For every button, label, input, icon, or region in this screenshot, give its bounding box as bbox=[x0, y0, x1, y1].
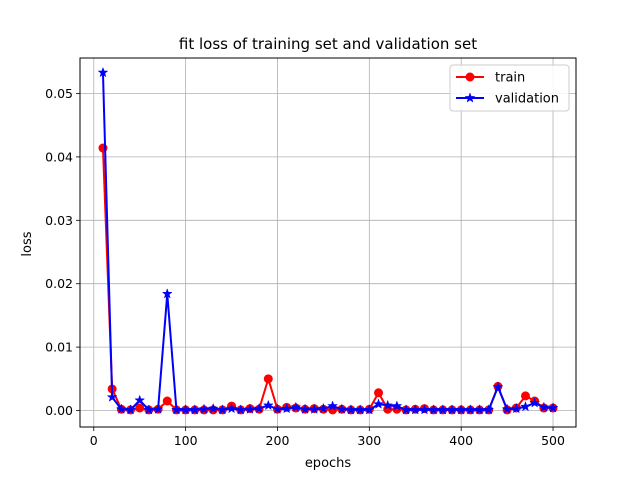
validation-point bbox=[134, 394, 146, 406]
plot-frame bbox=[79, 57, 577, 428]
series-train bbox=[98, 143, 558, 415]
validation-point bbox=[180, 404, 192, 415]
validation-point bbox=[520, 400, 531, 412]
validation-point bbox=[455, 404, 467, 415]
validation-point bbox=[391, 400, 403, 411]
validation-point bbox=[115, 403, 127, 414]
validation-point bbox=[235, 404, 247, 415]
validation-point bbox=[143, 404, 155, 415]
y-tick-label: 0.02 bbox=[45, 276, 73, 291]
validation-point bbox=[446, 404, 458, 415]
train-point bbox=[263, 374, 273, 384]
chart-title: fit loss of training set and validation … bbox=[179, 35, 477, 53]
validation-point bbox=[189, 404, 201, 415]
validation-point bbox=[317, 402, 329, 414]
validation-point bbox=[483, 404, 495, 415]
validation-point bbox=[216, 404, 228, 415]
validation-point bbox=[409, 404, 421, 415]
validation-point bbox=[244, 403, 256, 414]
x-tick-label: 400 bbox=[449, 433, 473, 448]
x-tick-label: 300 bbox=[357, 433, 381, 448]
validation-point bbox=[106, 391, 118, 402]
train-line bbox=[101, 147, 554, 411]
validation-point bbox=[363, 404, 375, 415]
x-tick-label: 0 bbox=[90, 433, 98, 448]
legend-label: train bbox=[495, 71, 525, 86]
validation-point bbox=[373, 398, 384, 409]
validation-point bbox=[272, 403, 283, 414]
y-tick-label: 0.04 bbox=[45, 149, 73, 164]
validation-point bbox=[290, 401, 302, 413]
y-tick-label: 0.03 bbox=[45, 213, 73, 228]
ticks: 0 100 200 300 400 500 0.00 0.01 0.02 0.03 0.04 0.05 bbox=[45, 86, 565, 448]
validation-point bbox=[547, 402, 559, 413]
validation-point bbox=[170, 404, 182, 415]
series-layer bbox=[97, 66, 559, 415]
y-tick-label: 0.01 bbox=[45, 340, 73, 355]
y-tick-label: 0.00 bbox=[45, 403, 73, 418]
legend-item-train: train bbox=[456, 71, 525, 86]
train-point bbox=[374, 388, 384, 398]
validation-point bbox=[97, 66, 109, 78]
validation-point bbox=[226, 402, 238, 414]
validation-point bbox=[299, 403, 311, 414]
validation-point bbox=[281, 402, 293, 414]
x-tick-label: 500 bbox=[541, 433, 565, 448]
validation-point bbox=[437, 404, 449, 415]
validation-line bbox=[101, 72, 554, 411]
validation-point bbox=[474, 404, 486, 415]
x-tick-label: 100 bbox=[174, 433, 198, 448]
validation-point bbox=[400, 404, 412, 415]
validation-point bbox=[253, 402, 265, 414]
x-tick-label: 200 bbox=[266, 433, 290, 448]
series-validation bbox=[97, 66, 559, 415]
y-tick-label: 0.05 bbox=[45, 86, 73, 101]
legend-marker bbox=[465, 72, 475, 82]
validation-point bbox=[529, 397, 541, 408]
legend: train validation bbox=[449, 64, 570, 112]
validation-point bbox=[152, 403, 164, 414]
legend-label: validation bbox=[495, 92, 559, 107]
validation-point bbox=[161, 288, 173, 299]
validation-point bbox=[538, 401, 550, 413]
train-point bbox=[520, 391, 530, 401]
validation-point bbox=[125, 404, 136, 415]
x-axis-label: epochs bbox=[305, 456, 352, 471]
validation-point bbox=[418, 404, 430, 415]
train-point bbox=[135, 403, 145, 413]
legend-marker bbox=[464, 92, 476, 103]
validation-point bbox=[354, 404, 366, 415]
validation-point bbox=[336, 403, 348, 414]
validation-point bbox=[262, 399, 274, 411]
legend-item-validation: validation bbox=[456, 92, 559, 107]
grid bbox=[80, 58, 576, 427]
validation-point bbox=[345, 404, 357, 415]
validation-point bbox=[207, 402, 219, 414]
validation-point bbox=[464, 404, 476, 415]
validation-point bbox=[510, 402, 522, 414]
validation-point bbox=[198, 403, 210, 414]
validation-point bbox=[428, 404, 440, 415]
train-point bbox=[162, 396, 172, 406]
y-axis-label: loss bbox=[20, 231, 35, 256]
validation-point bbox=[501, 403, 513, 414]
validation-point bbox=[382, 399, 394, 411]
validation-point bbox=[492, 381, 504, 392]
validation-point bbox=[308, 403, 320, 414]
validation-point bbox=[327, 400, 339, 411]
